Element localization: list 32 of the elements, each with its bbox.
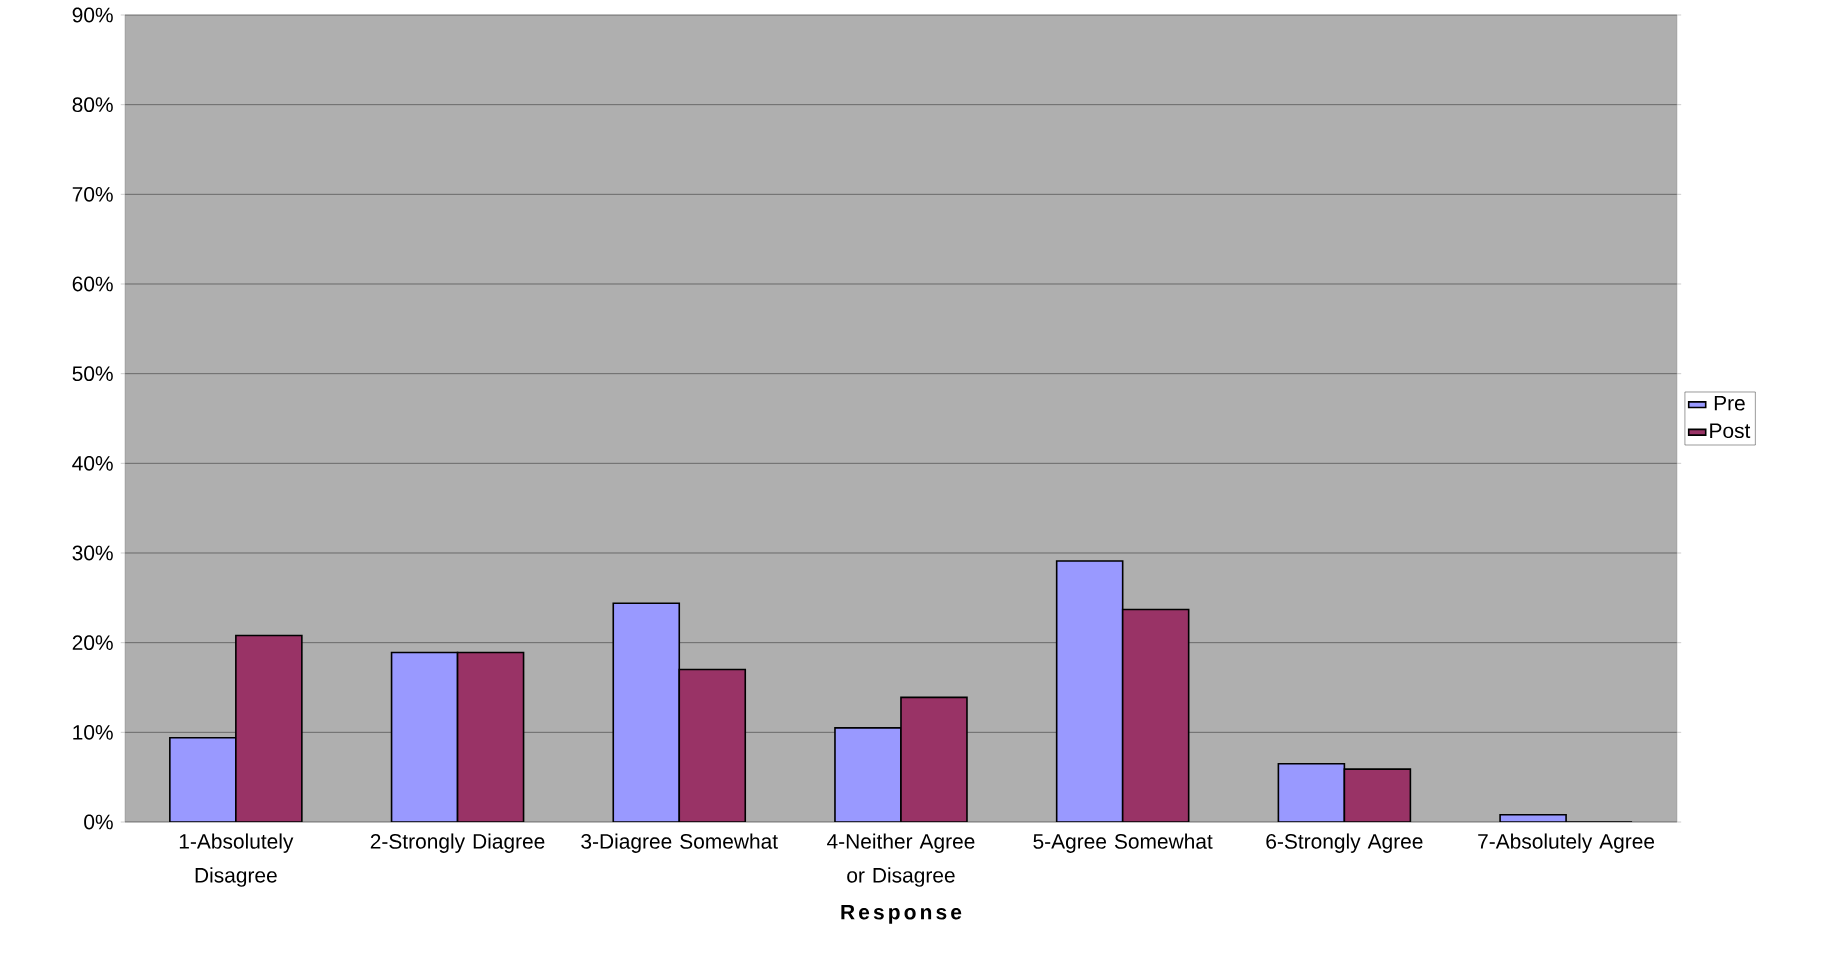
bar	[1343, 768, 1412, 822]
bar	[390, 651, 459, 822]
y-tick-label: 50%	[72, 366, 113, 382]
x-tick-label: 5-Agree Somewhat	[1033, 833, 1213, 853]
bar	[900, 696, 968, 822]
bar	[169, 737, 236, 822]
x-tick-label: 1-Absolutely Disagree	[179, 833, 294, 887]
bar	[1277, 762, 1346, 822]
legend-label: Pre	[1714, 395, 1745, 411]
bar	[612, 602, 681, 822]
x-tick-label: 4-Neither Agree or Disagree	[827, 833, 975, 887]
y-tick-label: 60%	[72, 276, 113, 292]
bar	[1055, 560, 1124, 822]
bar	[1121, 608, 1190, 822]
y-tick-label: 80%	[72, 97, 113, 113]
bar	[834, 727, 902, 822]
x-tick-label: 3-Diagree Somewhat	[581, 833, 778, 853]
y-tick-label: 10%	[73, 724, 113, 740]
legend-label: Post	[1710, 423, 1751, 439]
y-tick-label: 30%	[72, 545, 113, 561]
y-tick-label: 70%	[72, 186, 113, 202]
y-tick-label: 40%	[72, 455, 113, 471]
y-tick-label: 20%	[72, 635, 113, 651]
x-tick-label: 6-Strongly Agree	[1266, 833, 1423, 853]
bar	[235, 635, 302, 822]
y-tick-label: 0%	[84, 814, 113, 830]
bar	[456, 651, 525, 822]
x-axis-title: Response	[841, 904, 962, 924]
bar	[678, 668, 747, 822]
x-tick-label: 7-Absolutely Agree	[1478, 833, 1655, 853]
y-tick-label: 90%	[72, 7, 113, 23]
x-tick-label: 2-Strongly Diagree	[370, 833, 545, 853]
